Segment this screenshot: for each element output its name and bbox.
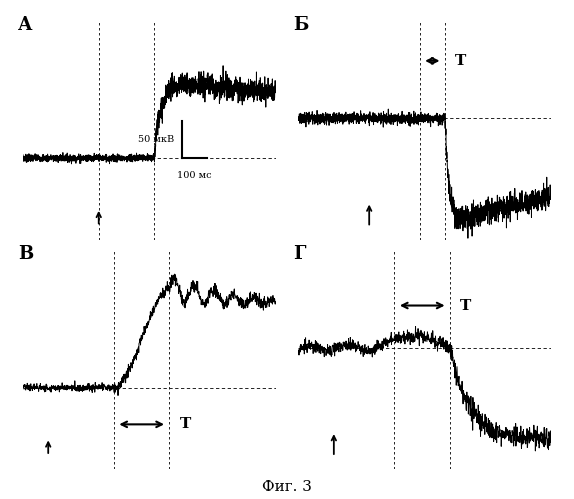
Text: Т: Т — [180, 417, 191, 431]
Text: Б: Б — [293, 15, 309, 33]
Text: В: В — [18, 245, 33, 263]
Text: 100 мс: 100 мс — [177, 171, 212, 180]
Text: Т: Т — [460, 298, 471, 312]
Text: Г: Г — [293, 245, 306, 263]
Text: 50 мкВ: 50 мкВ — [138, 135, 174, 144]
Text: Фиг. 3: Фиг. 3 — [262, 480, 312, 494]
Text: Т: Т — [455, 54, 466, 68]
Text: А: А — [18, 15, 32, 33]
